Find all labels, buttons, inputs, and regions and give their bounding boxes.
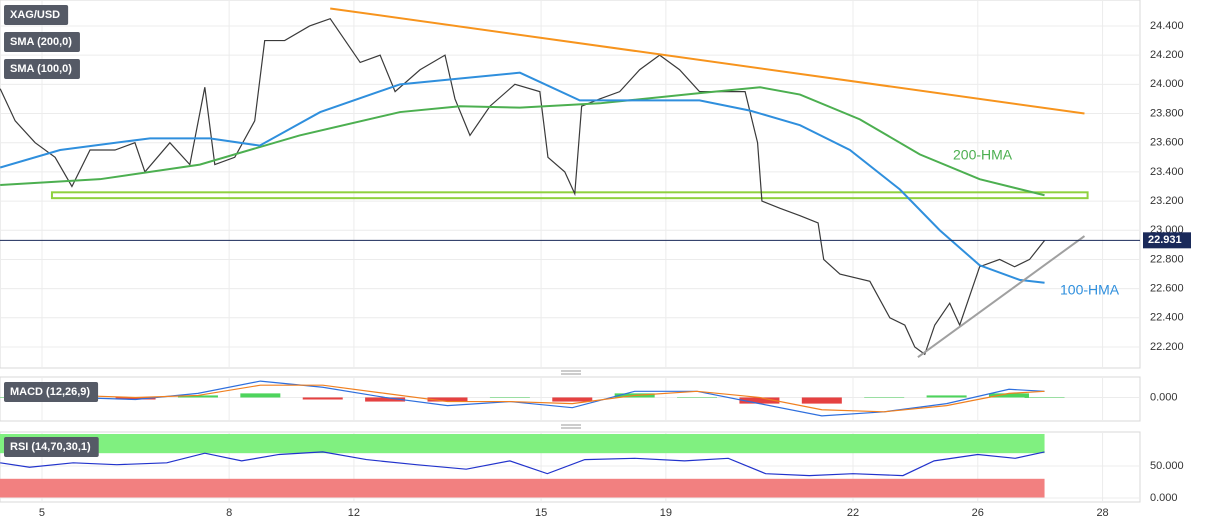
indicator-label[interactable]: SMA (200,0) [4,32,80,52]
label-box [4,437,99,457]
histogram-bar [427,397,468,402]
y-tick-label: 0.000 [1150,492,1178,504]
label-box [4,59,80,79]
y-tick-label: 22.200 [1150,341,1184,353]
x-tick-label: 15 [535,507,547,519]
histogram-bar [302,397,343,400]
label-text: MACD (12,26,9) [10,386,90,398]
label-box [4,382,99,402]
y-tick-label: 22.800 [1150,253,1184,265]
histogram-bar [677,397,718,398]
y-tick-label: 24.400 [1150,20,1184,32]
histogram-bar [115,397,156,400]
x-tick-label: 12 [348,507,360,519]
series-line [0,86,1045,197]
series-line [10,384,1045,413]
histogram-bar [739,397,780,404]
histogram-bar [1024,397,1065,398]
label-text: XAG/USD [10,9,60,21]
series-label: 200-HMA [953,147,1013,163]
y-tick-label: 0.000 [1150,391,1178,403]
label-text: SMA (200,0) [10,36,72,48]
histogram-bar [489,397,530,398]
x-tick-label: 5 [39,507,45,519]
y-tick-label: 22.400 [1150,312,1184,324]
histogram-bar [801,397,842,404]
y-tick-label: 23.400 [1150,166,1184,178]
x-tick-label: 19 [660,507,672,519]
series-label: 100-HMA [1060,282,1120,298]
splitter[interactable] [561,370,581,375]
y-tick-label: 24.000 [1150,78,1184,90]
label-box [4,32,80,52]
rsi-band [0,478,1045,498]
rsi-band [0,433,1045,454]
series-line [0,451,1045,477]
y-tick-label: 50.000 [1150,460,1184,472]
histogram-bar [365,397,406,402]
x-tick-label: 8 [226,507,232,519]
indicator-label[interactable]: SMA (100,0) [4,59,80,79]
histogram-bar [864,397,905,398]
trendline [330,7,1085,115]
x-tick-label: 28 [1096,507,1108,519]
last-price-box [1143,232,1191,249]
y-tick-label: 23.800 [1150,107,1184,119]
series-line [0,17,1046,356]
trendline [917,235,1086,359]
indicator-label[interactable]: RSI (14,70,30,1) [4,437,99,457]
histogram-bar [240,393,281,398]
indicator-label[interactable]: MACD (12,26,9) [4,382,99,402]
indicator-label[interactable]: XAG/USD [4,5,69,25]
histogram-bar [926,395,967,398]
last-price-label: 22.931 [1148,234,1182,246]
histogram-bar [988,393,1029,398]
y-tick-label: 23.200 [1150,195,1184,207]
series-line [0,71,1045,284]
histogram-bar [552,397,593,402]
y-tick-label: 23.600 [1150,137,1184,149]
label-box [4,5,69,25]
y-tick-label: 24.200 [1150,49,1184,61]
y-tick-label: 22.600 [1150,283,1184,295]
x-tick-label: 26 [972,507,984,519]
support-zone [50,191,1089,200]
x-tick-label: 22 [847,507,859,519]
histogram-bar [177,395,218,398]
label-text: SMA (100,0) [10,63,72,75]
label-text: RSI (14,70,30,1) [10,441,91,453]
splitter[interactable] [561,424,581,429]
